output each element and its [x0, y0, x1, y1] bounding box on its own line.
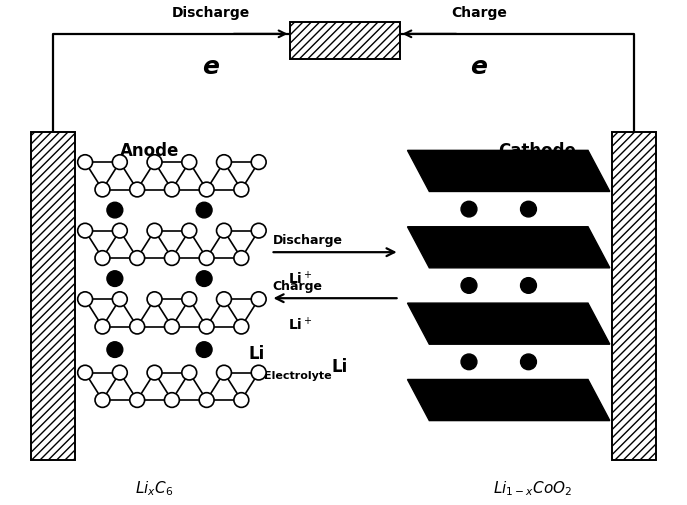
Circle shape — [130, 393, 145, 408]
Circle shape — [196, 271, 212, 286]
Circle shape — [78, 292, 93, 307]
Circle shape — [95, 319, 110, 334]
Text: e: e — [471, 56, 487, 79]
Bar — [612, 132, 657, 460]
Text: Li$_x$C$_6$: Li$_x$C$_6$ — [135, 479, 174, 498]
Circle shape — [107, 342, 123, 358]
Bar — [30, 132, 75, 460]
Text: Li$_{1-x}$CoO$_2$: Li$_{1-x}$CoO$_2$ — [493, 479, 572, 498]
Circle shape — [95, 250, 110, 266]
Circle shape — [199, 393, 214, 408]
Circle shape — [251, 292, 266, 307]
Circle shape — [113, 365, 127, 380]
Circle shape — [130, 182, 145, 197]
Circle shape — [95, 393, 110, 408]
Text: Electrolyte: Electrolyte — [264, 371, 331, 381]
Circle shape — [182, 365, 196, 380]
Circle shape — [196, 202, 212, 218]
Circle shape — [234, 182, 249, 197]
Circle shape — [461, 354, 477, 370]
Text: Anode: Anode — [120, 141, 179, 160]
Circle shape — [251, 223, 266, 238]
Circle shape — [234, 319, 249, 334]
Circle shape — [147, 292, 162, 307]
Text: Discharge: Discharge — [273, 234, 343, 247]
Circle shape — [461, 278, 477, 293]
Polygon shape — [407, 379, 610, 421]
Circle shape — [147, 223, 162, 238]
Circle shape — [130, 250, 145, 266]
Text: Charge: Charge — [273, 280, 323, 293]
Circle shape — [78, 223, 93, 238]
Circle shape — [95, 182, 110, 197]
Circle shape — [234, 250, 249, 266]
Circle shape — [461, 201, 477, 217]
Text: Cathode: Cathode — [499, 141, 576, 160]
Circle shape — [199, 182, 214, 197]
Text: Li: Li — [332, 358, 348, 376]
Circle shape — [182, 155, 196, 170]
Circle shape — [196, 342, 212, 358]
Circle shape — [113, 155, 127, 170]
Circle shape — [182, 223, 196, 238]
Polygon shape — [407, 227, 610, 268]
Circle shape — [216, 292, 232, 307]
Text: Charge: Charge — [451, 6, 507, 20]
Circle shape — [130, 319, 145, 334]
Bar — [291, 22, 400, 59]
Circle shape — [251, 155, 266, 170]
Circle shape — [113, 223, 127, 238]
Circle shape — [216, 365, 232, 380]
Circle shape — [216, 223, 232, 238]
Circle shape — [234, 393, 249, 408]
Polygon shape — [407, 150, 610, 191]
Circle shape — [182, 292, 196, 307]
Circle shape — [521, 201, 537, 217]
Circle shape — [164, 182, 179, 197]
Circle shape — [78, 155, 93, 170]
Text: Discharge: Discharge — [172, 6, 250, 20]
Circle shape — [147, 365, 162, 380]
Circle shape — [147, 155, 162, 170]
Circle shape — [164, 250, 179, 266]
Circle shape — [113, 292, 127, 307]
Text: e: e — [203, 56, 220, 79]
Circle shape — [216, 155, 232, 170]
Circle shape — [164, 319, 179, 334]
Text: Li: Li — [249, 345, 265, 364]
Circle shape — [521, 354, 537, 370]
Circle shape — [251, 365, 266, 380]
Circle shape — [164, 393, 179, 408]
Circle shape — [107, 202, 123, 218]
Circle shape — [107, 271, 123, 286]
Text: Li$^+$: Li$^+$ — [289, 270, 313, 287]
Circle shape — [521, 278, 537, 293]
Circle shape — [78, 365, 93, 380]
Text: Li$^+$: Li$^+$ — [289, 316, 313, 333]
Polygon shape — [407, 303, 610, 344]
Circle shape — [199, 250, 214, 266]
Circle shape — [199, 319, 214, 334]
